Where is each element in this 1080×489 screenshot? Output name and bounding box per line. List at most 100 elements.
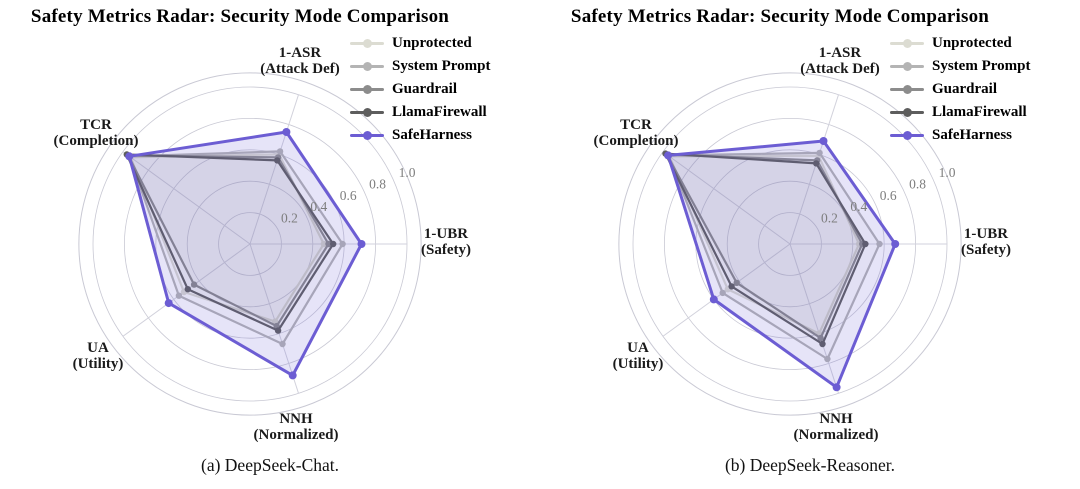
data-point-safeharness-nnh bbox=[288, 371, 297, 380]
legend-item-safeharness: SafeHarness bbox=[350, 124, 540, 147]
data-point-system-prompt-1-ubr bbox=[876, 240, 883, 248]
axis-spoke-1-asr bbox=[789, 94, 839, 245]
radial-tick-label-0.4: 0.4 bbox=[310, 199, 327, 214]
legend-label-safeharness: SafeHarness bbox=[392, 127, 472, 143]
legend-swatch-guardrail bbox=[890, 85, 924, 94]
axis-label-1-ubr: 1-UBR (Safety) bbox=[961, 226, 1011, 258]
chart-legend: Unprotected System Prompt Guardrail LlamaFi… bbox=[890, 32, 1080, 147]
data-point-guardrail-nnh bbox=[817, 334, 824, 342]
data-point-system-prompt-1-asr bbox=[816, 149, 823, 157]
data-point-llamafirewall-1-asr bbox=[813, 160, 820, 167]
series-polygon-safeharness bbox=[666, 139, 897, 389]
data-point-llamafirewall-ua bbox=[184, 286, 191, 293]
legend-item-system-prompt: System Prompt bbox=[890, 55, 1080, 78]
legend-swatch-safeharness bbox=[350, 131, 384, 140]
data-point-llamafirewall-1-asr bbox=[274, 157, 281, 164]
chart-title: Safety Metrics Radar: Security Mode Comp… bbox=[30, 6, 450, 27]
data-point-safeharness-1-asr bbox=[282, 128, 291, 136]
legend-item-llamafirewall: LlamaFirewall bbox=[350, 101, 540, 124]
legend-swatch-guardrail bbox=[350, 85, 384, 94]
data-point-system-prompt-nnh bbox=[279, 340, 286, 348]
data-point-llamafirewall-1-ubr bbox=[330, 240, 337, 248]
data-point-system-prompt-ua bbox=[175, 292, 183, 299]
legend-item-system-prompt: System Prompt bbox=[350, 55, 540, 78]
chart-legend: Unprotected System Prompt Guardrail LlamaFi… bbox=[350, 32, 540, 147]
axis-label-nnh: NNH (Normalized) bbox=[794, 411, 879, 443]
legend-label-system-prompt: System Prompt bbox=[932, 58, 1031, 74]
radial-tick-label-0.8: 0.8 bbox=[909, 176, 926, 191]
outer-spine-ring bbox=[78, 72, 422, 416]
data-point-safeharness-tcr bbox=[664, 151, 673, 160]
axis-label-1-asr: 1-ASR (Attack Def) bbox=[260, 45, 340, 77]
legend-item-unprotected: Unprotected bbox=[890, 32, 1080, 55]
radial-tick-label-0.8: 0.8 bbox=[369, 176, 386, 191]
outer-spine-ring bbox=[618, 72, 962, 416]
data-point-llamafirewall-nnh bbox=[819, 340, 826, 348]
data-point-llamafirewall-nnh bbox=[274, 327, 282, 334]
data-point-llamafirewall-ua bbox=[728, 283, 735, 290]
radial-tick-label-0.6: 0.6 bbox=[340, 188, 357, 203]
legend-item-unprotected: Unprotected bbox=[350, 32, 540, 55]
radial-tick-label-1: 1.0 bbox=[939, 165, 956, 180]
subfigure-caption-b: (b) DeepSeek-Reasoner. bbox=[724, 455, 896, 475]
legend-swatch-llamafirewall bbox=[350, 108, 384, 117]
legend-swatch-system-prompt bbox=[350, 62, 384, 71]
axis-spoke-tcr bbox=[122, 151, 251, 245]
radar-series-system-prompt bbox=[126, 148, 346, 348]
data-point-guardrail-1-ubr bbox=[325, 240, 332, 248]
legend-label-unprotected: Unprotected bbox=[392, 35, 472, 51]
axis-label-nnh: NNH (Normalized) bbox=[254, 411, 339, 443]
chart-title: Safety Metrics Radar: Security Mode Comp… bbox=[570, 6, 990, 27]
data-point-system-prompt-nnh bbox=[824, 355, 831, 363]
axis-label-tcr: TCR (Completion) bbox=[54, 117, 139, 149]
data-point-safeharness-tcr bbox=[125, 152, 134, 161]
legend-swatch-unprotected bbox=[890, 39, 924, 48]
data-point-system-prompt-1-asr bbox=[276, 148, 284, 155]
series-polygon-safeharness bbox=[127, 130, 363, 377]
data-point-safeharness-ua bbox=[709, 295, 718, 304]
axis-spoke-nnh bbox=[789, 243, 839, 394]
series-polygon-llamafirewall bbox=[125, 153, 335, 332]
data-point-system-prompt-1-ubr bbox=[339, 240, 346, 248]
data-point-safeharness-1-ubr bbox=[891, 240, 900, 248]
axis-label-1-ubr: 1-UBR (Safety) bbox=[421, 226, 471, 258]
legend-label-unprotected: Unprotected bbox=[932, 35, 1012, 51]
axis-label-ua: UA (Utility) bbox=[73, 340, 124, 372]
axis-spoke-tcr bbox=[662, 151, 791, 245]
data-point-safeharness-1-ubr bbox=[357, 240, 366, 248]
data-point-guardrail-ua bbox=[733, 279, 740, 286]
data-point-system-prompt-ua bbox=[719, 289, 726, 297]
axis-label-ua: UA (Utility) bbox=[613, 340, 664, 372]
legend-label-llamafirewall: LlamaFirewall bbox=[932, 104, 1027, 120]
legend-label-safeharness: SafeHarness bbox=[932, 127, 1012, 143]
legend-swatch-unprotected bbox=[350, 39, 384, 48]
legend-label-system-prompt: System Prompt bbox=[392, 58, 491, 74]
radar-series-safeharness bbox=[125, 128, 366, 380]
axis-label-tcr: TCR (Completion) bbox=[594, 117, 679, 149]
subfigure-caption-a: (a) DeepSeek-Chat. bbox=[201, 455, 339, 475]
data-point-safeharness-ua bbox=[164, 299, 173, 308]
radial-tick-label-0.4: 0.4 bbox=[850, 199, 867, 214]
data-point-unprotected-1-ubr bbox=[320, 240, 327, 248]
legend-swatch-safeharness bbox=[890, 131, 924, 140]
axis-spoke-1-asr bbox=[249, 94, 299, 245]
radar-chart-deepseek-reasoner: 0.2 0.4 0.6 0.8 1.0 1-ASR (Attack Def) 1-UBR (Sa… bbox=[594, 45, 1011, 443]
legend-item-guardrail: Guardrail bbox=[890, 78, 1080, 101]
legend-item-llamafirewall: LlamaFirewall bbox=[890, 101, 1080, 124]
legend-label-guardrail: Guardrail bbox=[932, 81, 998, 97]
radial-tick-label-1: 1.0 bbox=[399, 165, 416, 180]
radial-tick-label-0.2: 0.2 bbox=[821, 211, 838, 226]
data-point-safeharness-1-asr bbox=[819, 137, 828, 145]
radar-chart-deepseek-chat: 0.2 0.4 0.6 0.8 1.0 1-ASR (Attack Def) 1-UBR (Sa… bbox=[54, 45, 471, 443]
legend-swatch-llamafirewall bbox=[890, 108, 924, 117]
radial-tick-label-0.2: 0.2 bbox=[281, 211, 298, 226]
data-point-llamafirewall-1-ubr bbox=[862, 240, 869, 248]
data-point-guardrail-ua bbox=[190, 281, 198, 288]
series-polygon-llamafirewall bbox=[664, 152, 867, 346]
legend-item-safeharness: SafeHarness bbox=[890, 124, 1080, 147]
legend-item-guardrail: Guardrail bbox=[350, 78, 540, 101]
data-point-safeharness-nnh bbox=[832, 383, 841, 392]
radar-series-safeharness bbox=[664, 137, 900, 392]
radial-tick-label-0.6: 0.6 bbox=[880, 188, 897, 203]
radar-panel-deepseek-chat: Safety Metrics Radar: Security Mode Comp… bbox=[30, 6, 540, 475]
